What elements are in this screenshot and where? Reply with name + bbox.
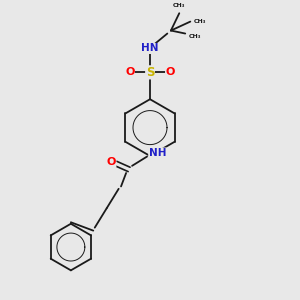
Text: CH₃: CH₃ (189, 34, 201, 39)
Text: NH: NH (149, 148, 166, 158)
Text: O: O (166, 68, 175, 77)
Text: HN: HN (141, 44, 159, 53)
Text: S: S (146, 66, 154, 79)
Text: CH₃: CH₃ (173, 3, 185, 8)
Text: CH₃: CH₃ (194, 19, 206, 24)
Text: O: O (106, 157, 116, 167)
Text: O: O (125, 68, 134, 77)
